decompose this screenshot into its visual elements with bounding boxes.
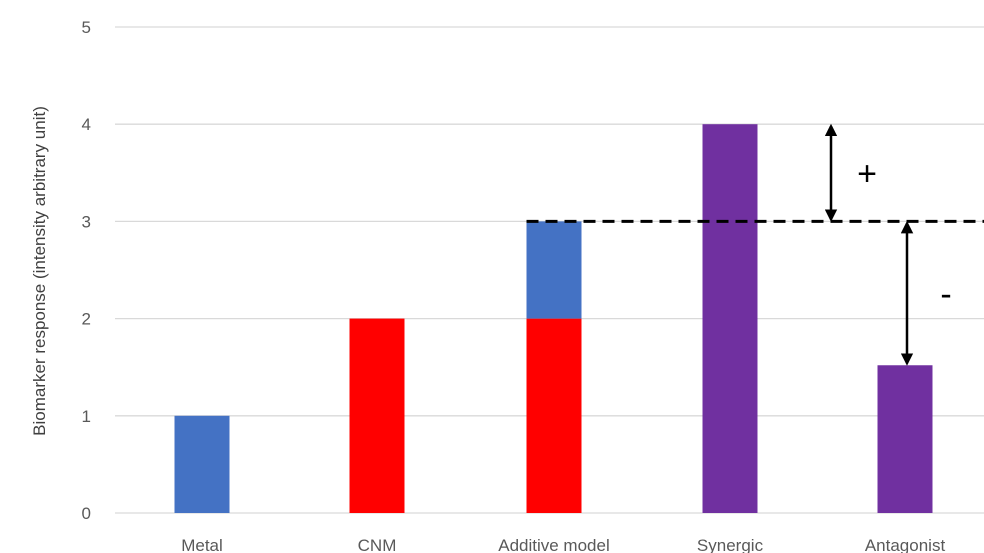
annotations: +- [824,123,952,366]
x-category-label-1: CNM [358,536,397,553]
x-category-label-2: Additive model [498,536,610,553]
annotation-label-0: + [857,155,877,193]
bars [174,124,933,513]
y-tick-label-5: 5 [82,18,91,37]
x-category-label-3: Synergic [697,536,764,553]
bar-2-segment-1 [526,221,582,319]
x-category-label-0: Metal [181,536,223,553]
y-tick-label-0: 0 [82,504,91,523]
y-tick-label-3: 3 [82,212,91,231]
x-category-label-4: Antagonist [865,536,946,553]
bar-2-segment-0 [526,318,582,513]
y-axis-title: Biomarker response (intensity arbitrary … [30,106,49,436]
y-axis-ticks: 0 1 2 3 4 5 [82,18,91,523]
bar-1-segment-0 [349,318,405,513]
bar-3-segment-0 [702,124,758,513]
y-tick-label-2: 2 [82,310,91,329]
x-axis-categories: Metal CNM Additive model Synergic Antagonist [181,536,945,553]
y-tick-label-1: 1 [82,407,91,426]
y-tick-label-4: 4 [82,115,91,134]
bar-0-segment-0 [174,415,230,513]
annotation-label-1: - [940,275,951,313]
bar-4-segment-0 [877,365,933,513]
